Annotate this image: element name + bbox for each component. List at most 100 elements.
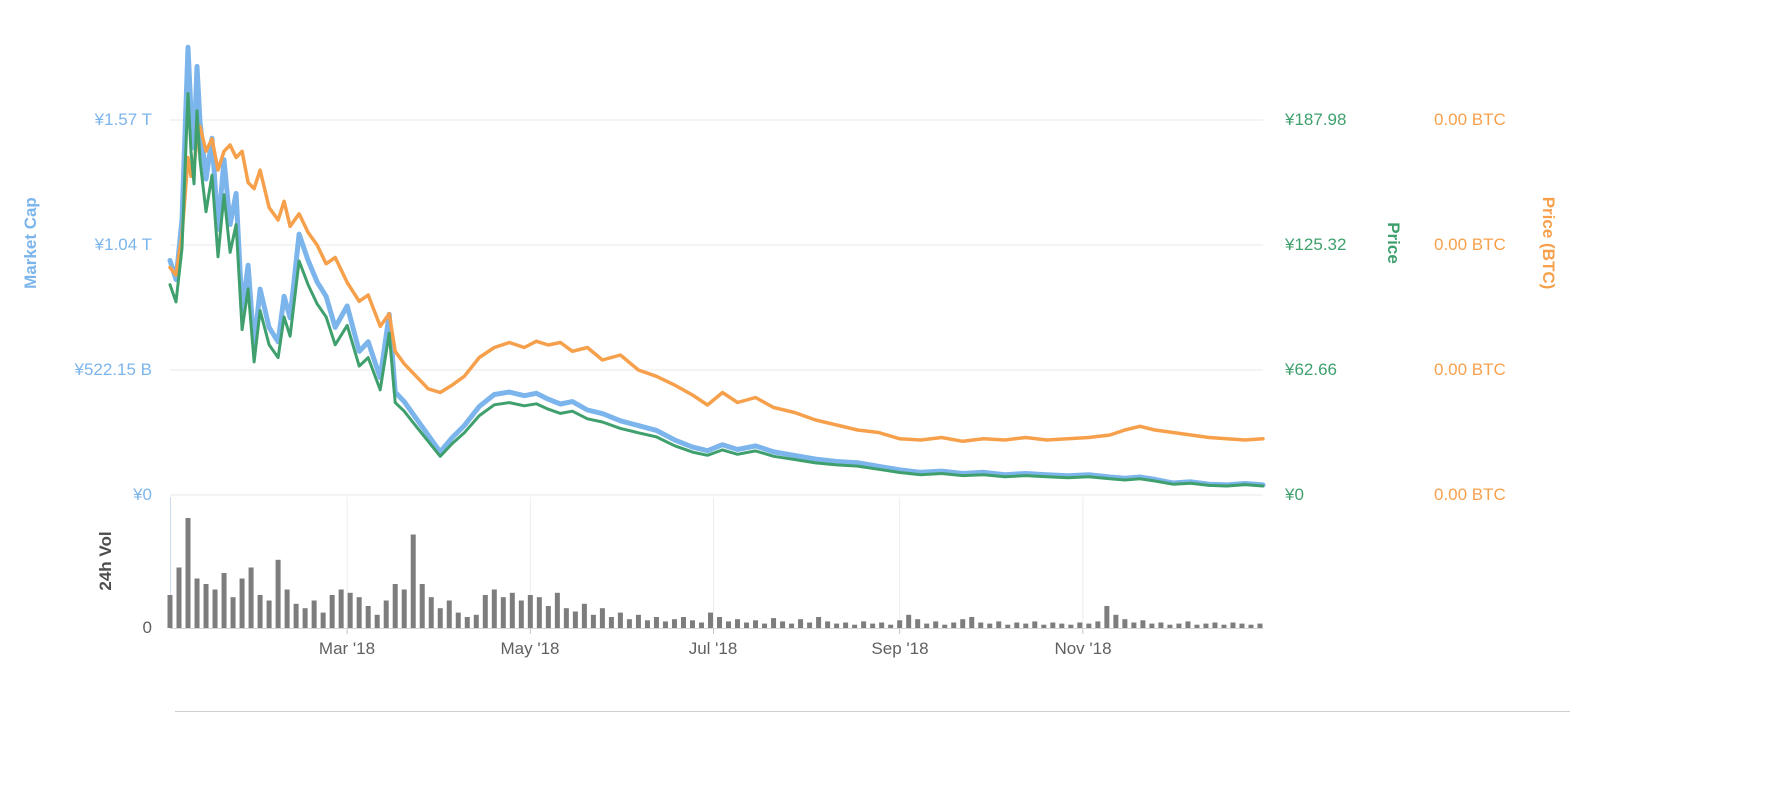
volume-bar — [230, 597, 236, 628]
volume-bar — [608, 617, 614, 628]
volume-bar — [338, 589, 344, 628]
volume-bar — [1140, 620, 1146, 628]
volume-bar — [491, 589, 497, 628]
volume-bar — [446, 600, 452, 628]
volume-bar — [572, 611, 578, 628]
volume-bar — [1086, 623, 1092, 628]
volume-bar — [1239, 623, 1245, 628]
market-cap-axis-title: Market Cap — [21, 197, 40, 289]
volume-bar — [464, 617, 470, 628]
bottom-divider — [175, 711, 1570, 712]
volume-bar — [311, 600, 317, 628]
volume-bar — [825, 621, 831, 628]
price-tick-top: ¥187.98 — [1285, 110, 1347, 129]
volume-bar — [1032, 621, 1038, 628]
volume-bar — [419, 584, 425, 628]
market-cap-tick-top: ¥1.57 T — [94, 110, 152, 129]
volume-bar — [1230, 622, 1236, 628]
market-cap-tick-zero: ¥0 — [133, 485, 152, 504]
price-btc-tick-top: 0.00 BTC — [1434, 110, 1506, 129]
price-tick-low: ¥62.66 — [1285, 360, 1337, 379]
volume-bar — [1041, 624, 1047, 628]
volume-bar — [1050, 622, 1056, 628]
volume-bar — [689, 620, 695, 628]
volume-bar — [1005, 624, 1011, 628]
volume-bar — [1122, 619, 1128, 628]
x-tick-may-18: May '18 — [500, 639, 560, 658]
volume-bar — [284, 589, 290, 628]
volume-bar — [1113, 614, 1119, 628]
volume-bar — [176, 567, 182, 628]
volume-bar — [257, 595, 263, 628]
volume-bar — [1131, 622, 1137, 628]
volume-bar — [942, 624, 948, 628]
volume-bar — [1212, 622, 1218, 628]
volume-bar — [329, 595, 335, 628]
volume-bar — [1158, 622, 1164, 628]
volume-bar — [275, 559, 281, 628]
volume-bar — [753, 620, 759, 628]
volume-bar — [653, 617, 659, 628]
volume-bar — [626, 619, 632, 628]
volume-bar — [1014, 622, 1020, 628]
volume-axis-title: 24h Vol — [96, 531, 115, 591]
volume-bar — [239, 578, 245, 628]
volume-bar — [581, 603, 587, 628]
volume-bar — [698, 622, 704, 628]
volume-bar — [1023, 623, 1029, 628]
volume-bar — [1185, 621, 1191, 628]
volume-bar — [644, 620, 650, 628]
volume-bar — [671, 619, 677, 628]
volume-bar — [1167, 624, 1173, 628]
volume-bar — [843, 622, 849, 628]
market-cap-tick-low: ¥522.15 B — [74, 360, 152, 379]
volume-bar — [221, 573, 227, 628]
price-tick-zero: ¥0 — [1285, 485, 1304, 504]
volume-bar — [1194, 624, 1200, 628]
volume-bar — [1104, 606, 1110, 628]
price-axis-title: Price — [1384, 222, 1403, 264]
volume-bar — [212, 589, 218, 628]
volume-bar — [482, 595, 488, 628]
volume-bar — [473, 614, 479, 628]
volume-bar — [978, 622, 984, 628]
volume-bar — [861, 621, 867, 628]
price-line — [168, 92, 1265, 488]
volume-bar — [356, 597, 362, 628]
volume-bar — [735, 619, 741, 628]
x-tick-mar-18: Mar '18 — [318, 639, 376, 658]
volume-bar — [960, 619, 966, 628]
volume-bar — [662, 621, 668, 628]
price-btc-tick-low: 0.00 BTC — [1434, 360, 1506, 379]
volume-bar — [771, 618, 777, 628]
volume-bar — [707, 612, 713, 628]
volume-bar — [374, 614, 380, 628]
volume-bar — [1248, 624, 1254, 628]
volume-bar — [717, 617, 723, 628]
volume-bar — [924, 623, 930, 628]
volume-bar — [563, 608, 569, 628]
volume-bar — [807, 622, 813, 628]
x-tick-sep-18: Sep '18 — [871, 639, 929, 658]
volume-bar — [590, 614, 596, 628]
volume-bar — [545, 606, 551, 628]
volume-bar — [536, 597, 542, 628]
volume-bar — [1059, 623, 1065, 628]
volume-bar — [951, 622, 957, 628]
volume-bar — [428, 597, 434, 628]
volume-bar — [455, 612, 461, 628]
volume-bar — [383, 600, 389, 628]
volume-bar — [726, 621, 732, 628]
volume-bar — [996, 621, 1002, 628]
volume-bar — [879, 622, 885, 628]
volume-bar — [1257, 623, 1263, 628]
volume-bar — [401, 589, 407, 628]
volume-bar — [987, 623, 993, 628]
volume-bar — [1077, 622, 1083, 628]
volume-bar — [194, 578, 200, 628]
x-tick-jul-18: Jul '18 — [688, 639, 738, 658]
volume-bar — [527, 595, 533, 628]
volume-bar — [1176, 623, 1182, 628]
